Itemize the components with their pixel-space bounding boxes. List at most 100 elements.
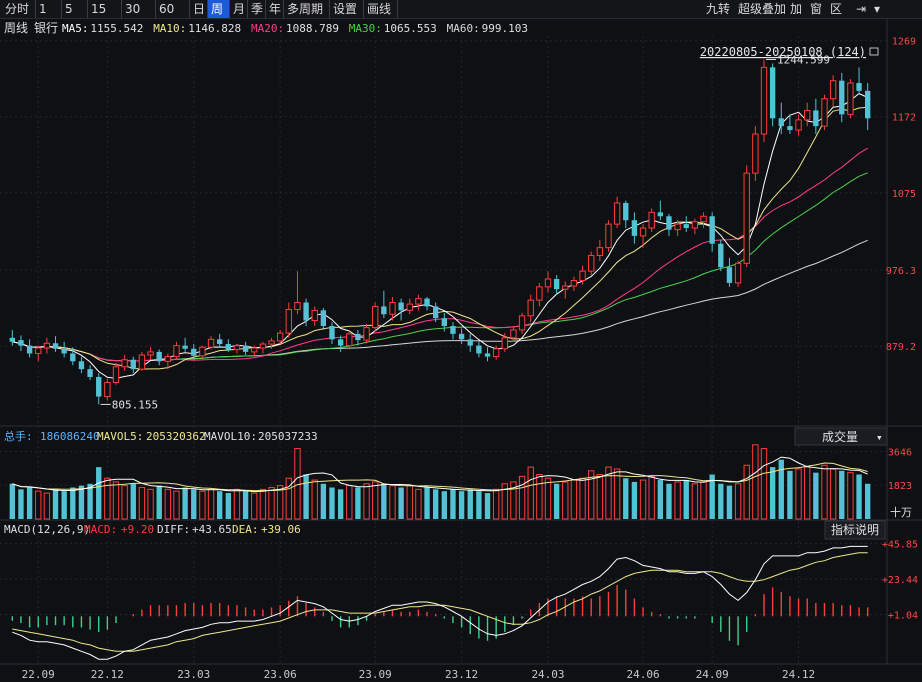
volume-bar (242, 491, 249, 519)
candle-body (787, 126, 793, 131)
volume-bar (613, 468, 621, 520)
tab-period[interactable]: 周 (208, 0, 230, 18)
candle-body (458, 333, 465, 340)
volume-bar (406, 485, 413, 520)
candle-body (355, 333, 361, 341)
mavol5-value: 205320362 (146, 430, 206, 443)
volume-bar (191, 489, 197, 519)
indicator-help-button[interactable] (824, 520, 886, 540)
volume-bar (182, 487, 188, 519)
candle-body (492, 348, 500, 358)
volume-bar (43, 492, 51, 520)
candle-body (9, 337, 15, 342)
volume-bar (484, 493, 491, 519)
lock-icon[interactable] (869, 47, 879, 56)
volume-bar (52, 489, 59, 519)
volume-bar (579, 477, 586, 520)
candle-body (398, 302, 404, 311)
candle-body (865, 90, 871, 119)
candle-body (207, 338, 215, 348)
volume-bar (734, 483, 742, 520)
candle-body (666, 216, 672, 230)
volume-bar (623, 478, 629, 519)
volume-bar (156, 485, 162, 519)
candle-body (406, 303, 413, 311)
volume-total-value: 186086240 (40, 430, 100, 443)
volume-bar (467, 489, 473, 519)
candle-body (415, 298, 422, 305)
indicator-help-label: 指标说明 (831, 522, 879, 537)
volume-bar (752, 444, 759, 520)
candle-body (536, 286, 543, 301)
candle-body (121, 359, 128, 368)
indicator-select[interactable] (794, 427, 888, 446)
tab-period[interactable]: 多周期 (284, 0, 330, 18)
tab-period[interactable]: 年 (266, 0, 284, 18)
candle-body (631, 220, 638, 236)
pin-icon[interactable]: ⇥ (856, 2, 867, 16)
x-tick-label: 23.03 (177, 668, 210, 681)
toolbar-tool[interactable]: 超级叠加 (738, 2, 787, 16)
volume-bar (78, 485, 85, 519)
candle-body (156, 351, 162, 362)
high-label: 1244.599 (777, 54, 830, 67)
volume-bar (458, 491, 465, 519)
volume-bar (225, 493, 231, 519)
volume-bar (839, 470, 845, 519)
ma-value: 999.103 (482, 22, 528, 35)
toolbar-tool[interactable]: 九转 (706, 2, 731, 16)
candle-body (35, 347, 42, 354)
chevron-down-icon: ▾ (876, 431, 883, 444)
tab-period[interactable]: 日 (190, 0, 208, 18)
volume-total-label: 总手: (4, 429, 33, 443)
y-tick-label: 879.2 (886, 342, 916, 353)
candle-body (433, 306, 439, 319)
candle-body (217, 339, 223, 345)
volume-bar (130, 483, 136, 519)
candle-body (562, 285, 569, 290)
volume-bar (173, 490, 180, 520)
macd-title: MACD(12,26,9) (4, 523, 90, 536)
candle-body (726, 267, 733, 283)
candle-body (363, 327, 370, 341)
volume-bar (424, 487, 430, 519)
tab-period[interactable]: 画线 (364, 0, 398, 18)
volume-bar (518, 475, 526, 520)
volume-bar (320, 483, 327, 519)
tab-period[interactable]: 设置 (330, 0, 364, 18)
candle-body (579, 270, 586, 282)
toolbar-tool[interactable]: 加 (790, 2, 803, 16)
volume-bar (61, 491, 67, 519)
volume-bar (26, 487, 33, 519)
candle-body (251, 347, 258, 353)
period-label: 周线 (4, 21, 28, 35)
toolbar-tool[interactable]: 区 (830, 2, 843, 16)
tab-period[interactable]: 月 (230, 0, 248, 18)
volume-bar (104, 477, 111, 520)
volume-bar (398, 487, 404, 519)
toolbar-tool[interactable]: 窗 (810, 2, 823, 16)
candle-body (112, 366, 120, 383)
ma-value: 1155.542 (90, 22, 143, 35)
candle-body (743, 172, 750, 264)
volume-bar (285, 477, 292, 520)
dropdown-icon[interactable]: ▾ (874, 2, 881, 16)
volume-bar (639, 479, 647, 520)
candle-body (553, 278, 560, 290)
candle-body (233, 345, 241, 351)
volume-bar (631, 481, 638, 519)
tab-period[interactable]: 季 (248, 0, 266, 18)
tab-period[interactable]: 分时 (2, 0, 36, 18)
volume-bar (492, 488, 500, 520)
candle-body (856, 83, 862, 91)
volume-bar (9, 483, 15, 519)
candle-body (734, 262, 742, 284)
volume-bar (233, 488, 241, 520)
stock-name: 银行 (34, 21, 58, 35)
volume-bar (536, 474, 543, 520)
candle-body (778, 118, 784, 127)
x-tick-label: 24.12 (782, 668, 815, 681)
volume-bar (303, 474, 309, 519)
candle-body (588, 254, 595, 272)
x-tick-label: 23.06 (264, 668, 297, 681)
